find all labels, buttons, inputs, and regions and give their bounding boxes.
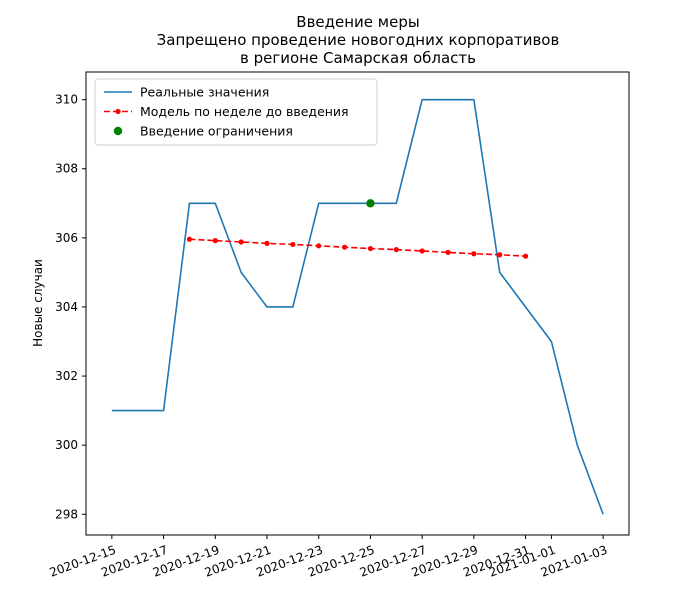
model-point xyxy=(264,240,270,246)
legend-label: Модель по неделе до введения xyxy=(140,104,349,119)
model-point xyxy=(445,249,451,255)
model-point xyxy=(186,236,193,242)
model-point xyxy=(238,239,244,245)
model-point xyxy=(316,243,322,249)
model-point xyxy=(471,251,477,257)
intervention-point xyxy=(366,199,375,208)
model-point xyxy=(367,245,374,252)
title-line: в регионе Самарская область xyxy=(240,49,476,67)
model-point xyxy=(393,246,399,253)
y-tick-label: 302 xyxy=(55,369,78,383)
y-tick-label: 306 xyxy=(55,231,78,245)
y-tick-label: 310 xyxy=(55,93,78,107)
legend: Реальные значения Модель по неделе до вве… xyxy=(94,78,378,146)
title-line: Введение меры xyxy=(296,13,419,31)
legend-label: Введение ограничения xyxy=(140,124,293,139)
model-point xyxy=(341,244,348,250)
title-line: Запрещено проведение новогодних корпорат… xyxy=(157,31,560,49)
y-axis: 298 300 302 304 306 308 310 xyxy=(55,93,86,521)
legend-label: Реальные значения xyxy=(140,85,269,100)
legend-swatch xyxy=(113,126,123,136)
model-point xyxy=(212,238,218,244)
y-axis-label: Новые случаи xyxy=(31,259,45,347)
y-tick-label: 308 xyxy=(55,162,78,176)
y-tick-label: 304 xyxy=(55,300,78,314)
plot-frame xyxy=(85,71,630,536)
legend-frame xyxy=(94,78,378,146)
x-axis: 2020-12-152020-12-172020-12-192020-12-21… xyxy=(48,535,609,580)
legend-swatch-marker xyxy=(115,108,121,115)
series-line xyxy=(189,238,526,257)
model-point xyxy=(290,241,296,248)
series xyxy=(111,98,604,515)
model-point xyxy=(419,248,425,254)
model-point xyxy=(497,252,503,258)
model-point xyxy=(522,253,529,259)
y-tick-label: 298 xyxy=(55,507,78,521)
series-line xyxy=(111,98,604,515)
y-tick-label: 300 xyxy=(55,438,78,452)
